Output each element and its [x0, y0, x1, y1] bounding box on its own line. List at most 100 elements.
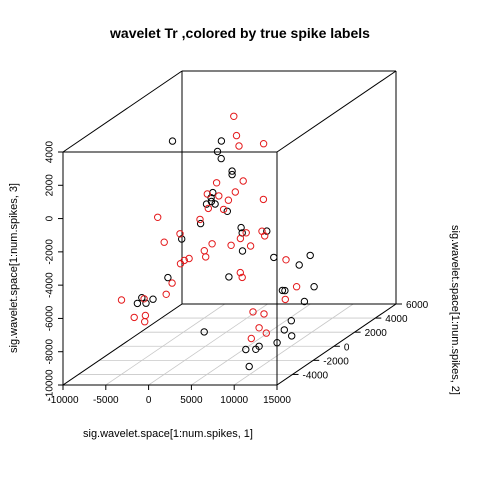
data-point-red	[117, 296, 126, 304]
data-point-black	[211, 200, 219, 208]
data-point-red	[219, 205, 228, 214]
data-point-red	[260, 310, 268, 318]
data-point-red	[168, 279, 176, 287]
chart-title: wavelet Tr ,colored by true spike labels	[109, 25, 370, 41]
data-point-red	[282, 256, 290, 264]
data-point-black	[237, 223, 245, 232]
data-point-black	[149, 295, 157, 303]
z-tick-label: 0	[45, 215, 56, 221]
data-point-black	[164, 273, 172, 282]
data-point-black	[200, 328, 208, 336]
data-point-red	[208, 240, 216, 248]
data-points	[117, 112, 318, 371]
x-tick-label: 5000	[180, 395, 203, 406]
data-point-red	[200, 247, 209, 255]
data-point-black	[281, 286, 289, 295]
data-point-red	[247, 334, 256, 343]
data-point-red	[239, 177, 247, 185]
box-edge	[62, 70, 183, 153]
data-point-black	[310, 283, 318, 291]
data-point-black	[288, 332, 296, 340]
y-tick-label: 6000	[406, 300, 429, 311]
z-tick-label: 2000	[45, 174, 56, 197]
z-tick-label: -2000	[45, 239, 56, 265]
data-point-red	[203, 190, 212, 198]
data-point-black	[142, 299, 150, 307]
data-point-red	[242, 229, 250, 237]
data-point-red	[259, 140, 268, 148]
data-point-black	[306, 251, 314, 260]
y-tick-label: 0	[344, 342, 350, 353]
data-point-black	[225, 273, 233, 281]
data-point-red	[262, 329, 270, 337]
bounding-box	[62, 70, 397, 386]
data-point-red	[162, 290, 170, 298]
data-point-black	[263, 227, 271, 235]
data-point-black	[280, 326, 288, 334]
y-tick-label: -2000	[323, 356, 349, 367]
data-point-red	[236, 268, 245, 277]
data-point-red	[249, 308, 257, 316]
data-point-black	[209, 188, 217, 197]
data-point-black	[217, 137, 226, 145]
grid-line-x	[148, 303, 268, 386]
x-tick-label: -10000	[47, 395, 79, 406]
z-tick-label: -4000	[45, 272, 56, 298]
data-point-red	[141, 318, 149, 326]
data-point-red	[212, 179, 221, 187]
x-axis-label: sig.wavelet.space[1:num.spikes, 1]	[83, 428, 253, 440]
data-point-red	[140, 295, 148, 303]
data-point-black	[300, 297, 309, 306]
y-axis-label: sig.wavelet.space[1:num.spikes, 2]	[449, 225, 461, 395]
data-point-red	[215, 192, 223, 200]
data-point-red	[130, 313, 138, 322]
x-tick-label: 10000	[220, 395, 248, 406]
grid-line-x	[105, 303, 226, 386]
data-point-red	[141, 311, 150, 320]
y-tick-label: 4000	[385, 314, 408, 325]
data-point-red	[176, 230, 184, 238]
data-point-red	[281, 295, 289, 304]
data-point-red	[202, 253, 210, 261]
box-edge	[276, 70, 397, 153]
data-point-red	[238, 273, 246, 282]
data-point-black	[278, 286, 287, 295]
data-point-red	[227, 241, 235, 250]
x-tick-label: 15000	[263, 395, 291, 406]
box-edge	[276, 303, 397, 386]
y-tick-label: 2000	[365, 328, 388, 339]
data-point-black	[295, 261, 303, 269]
data-point-black	[213, 147, 222, 156]
data-point-red	[180, 256, 189, 265]
data-point-black	[228, 167, 236, 175]
data-point-black	[223, 207, 232, 216]
z-tick-label: -6000	[45, 305, 56, 331]
data-point-red	[185, 254, 193, 263]
data-point-black	[245, 362, 253, 371]
grid-line-x	[191, 303, 311, 386]
grid-line-x	[233, 303, 354, 386]
data-point-black	[228, 170, 236, 179]
data-point-black	[242, 345, 250, 354]
data-point-red	[292, 283, 301, 291]
x-tick-label: 0	[146, 395, 152, 406]
data-point-red	[230, 112, 238, 121]
x-tick-label: -5000	[93, 395, 119, 406]
data-point-black	[238, 247, 247, 255]
data-point-red	[154, 213, 162, 222]
data-point-red	[235, 142, 243, 150]
z-axis-label: sig.wavelet.space[1:num.spikes, 3]	[8, 183, 20, 353]
data-point-black	[178, 235, 186, 243]
data-point-red	[259, 195, 268, 204]
y-tick-label: -4000	[303, 370, 329, 381]
data-point-red	[204, 204, 213, 213]
z-tick-label: -8000	[45, 338, 56, 364]
data-point-red	[160, 238, 168, 246]
data-point-black	[207, 194, 215, 202]
box-edge	[62, 303, 183, 386]
data-point-black	[273, 339, 281, 347]
data-point-black	[202, 200, 211, 208]
data-point-black	[287, 317, 295, 325]
